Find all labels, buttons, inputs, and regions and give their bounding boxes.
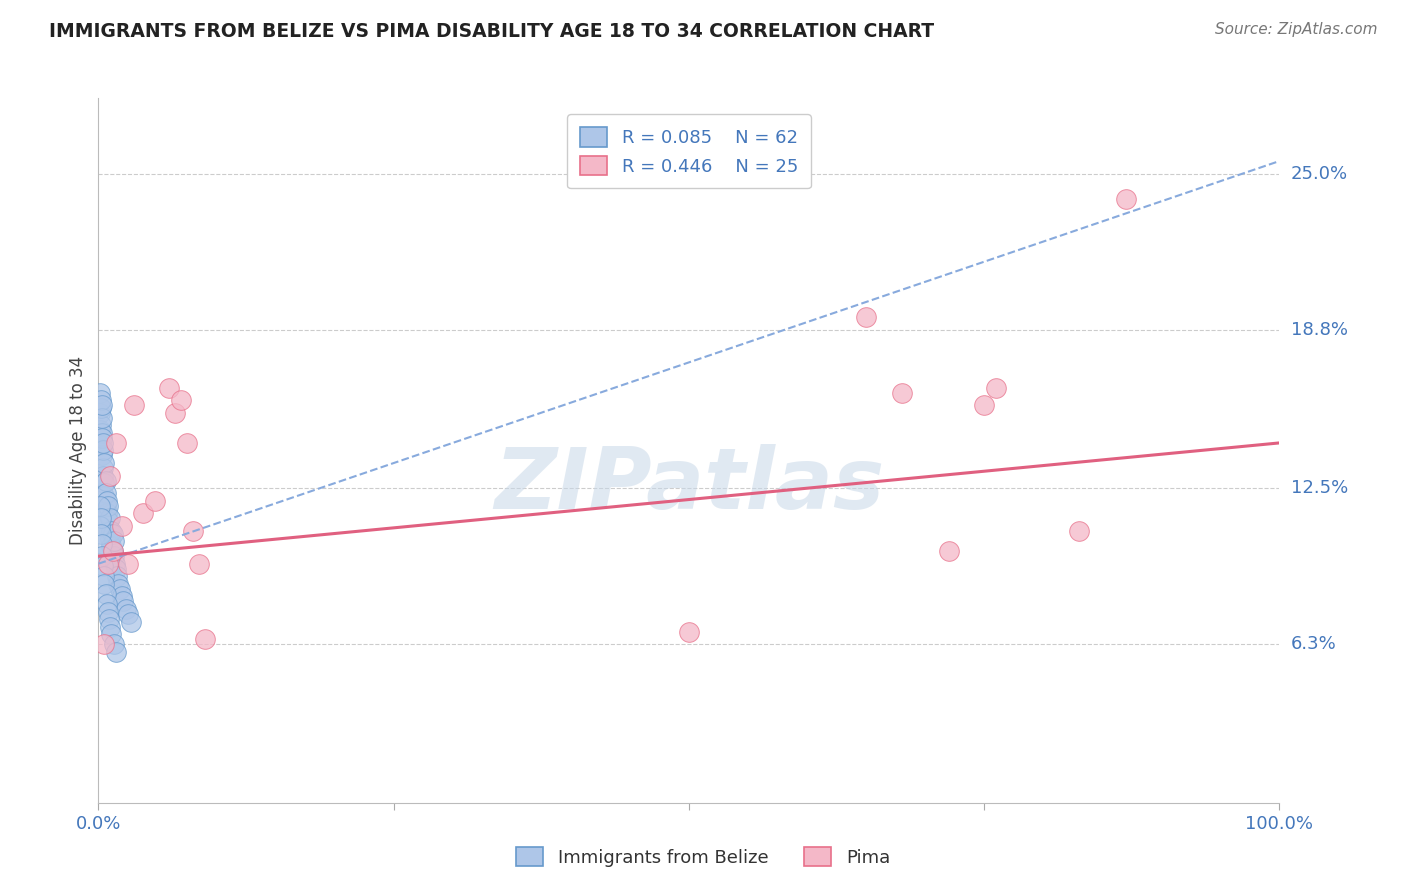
Point [157,380,180,394]
Point [91,468,114,483]
Point [90,418,112,433]
Point [105,562,128,576]
Point [890,385,912,400]
Point [111,590,134,604]
Point [105,569,128,583]
Point [91,425,114,440]
Point [973,398,995,412]
Point [938,544,960,558]
Point [94,474,117,488]
Point [855,310,877,324]
Point [93,569,115,583]
Legend: Immigrants from Belize, Pima: Immigrants from Belize, Pima [509,840,897,874]
Point [132,507,155,521]
Point [91,559,114,574]
Text: 12.5%: 12.5% [1291,479,1348,497]
Point [93,456,115,470]
Point [105,436,128,450]
Point [91,536,114,550]
Point [96,493,118,508]
Point [90,526,112,541]
Point [89,519,111,533]
Point [90,393,112,408]
Point [101,526,124,541]
Point [100,627,122,641]
Point [143,493,166,508]
Point [1115,192,1137,206]
Y-axis label: Disability Age 18 to 34: Disability Age 18 to 34 [69,356,87,545]
Point [98,524,121,538]
Point [90,401,112,415]
Point [114,602,136,616]
Point [98,511,121,525]
Point [98,532,121,546]
Text: 25.0%: 25.0% [1291,165,1348,183]
Point [91,398,114,412]
Point [98,612,121,626]
Point [101,544,124,558]
Point [107,577,129,591]
Point [97,499,120,513]
Legend: R = 0.085    N = 62, R = 0.446    N = 25: R = 0.085 N = 62, R = 0.446 N = 25 [568,114,810,188]
Text: 18.8%: 18.8% [1291,320,1347,339]
Point [117,607,139,621]
Point [103,637,125,651]
Point [105,645,128,659]
Point [97,514,120,528]
Point [93,637,115,651]
Point [96,597,118,611]
Point [194,632,217,647]
Point [91,410,114,425]
Point [165,406,187,420]
Point [181,524,204,538]
Point [89,406,111,420]
Text: 6.3%: 6.3% [1291,635,1336,653]
Point [94,486,117,500]
Point [187,557,209,571]
Point [121,615,143,629]
Point [90,511,112,525]
Point [984,380,1007,394]
Point [117,557,139,571]
Point [94,587,117,601]
Point [1067,524,1090,538]
Text: ZIPatlas: ZIPatlas [494,444,884,527]
Point [96,507,118,521]
Point [93,476,115,491]
Point [90,438,112,452]
Point [111,519,134,533]
Point [122,398,145,412]
Point [100,524,122,538]
Point [91,431,114,445]
Point [91,461,114,475]
Point [108,582,131,596]
Point [98,619,121,633]
Point [678,624,700,639]
Point [100,539,122,553]
Text: IMMIGRANTS FROM BELIZE VS PIMA DISABILITY AGE 18 TO 34 CORRELATION CHART: IMMIGRANTS FROM BELIZE VS PIMA DISABILIT… [49,22,935,41]
Point [93,577,115,591]
Point [176,436,198,450]
Point [94,499,117,513]
Point [170,393,193,408]
Point [91,436,114,450]
Point [103,549,125,564]
Point [103,534,125,549]
Point [91,549,114,564]
Text: Source: ZipAtlas.com: Source: ZipAtlas.com [1215,22,1378,37]
Point [93,489,115,503]
Point [91,449,114,463]
Point [89,499,111,513]
Point [101,544,124,558]
Point [91,443,114,458]
Point [97,605,120,619]
Point [89,385,111,400]
Point [98,468,121,483]
Point [89,423,111,437]
Point [97,557,120,571]
Point [112,594,135,608]
Point [104,557,127,571]
